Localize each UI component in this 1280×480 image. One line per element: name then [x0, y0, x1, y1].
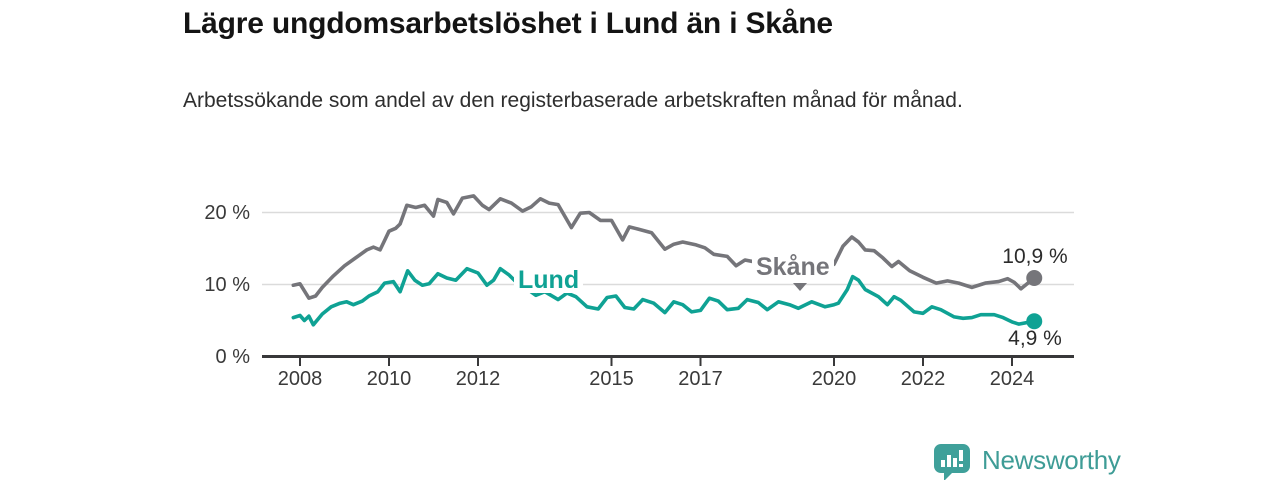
- y-tick-label-10: 10 %: [204, 273, 250, 296]
- x-tick-label-2022: 2022: [900, 368, 946, 390]
- skane-label-pointer-icon: [793, 283, 807, 291]
- newsworthy-wordmark: Newsworthy: [982, 445, 1121, 475]
- y-tick-label-20: 20 %: [204, 201, 250, 224]
- newsworthy-branding: Newsworthy: [932, 443, 1121, 480]
- series-label-lund: Lund: [514, 267, 584, 293]
- x-tick-label-2010: 2010: [366, 368, 412, 390]
- end-value-label-lund: 4,9 %: [1008, 327, 1062, 350]
- skne-end-dot: [1026, 270, 1043, 287]
- y-tick-label-0: 0 %: [215, 345, 250, 368]
- newsworthy-logo-icon: [934, 444, 970, 480]
- lund-line: [291, 266, 1037, 327]
- x-tick-label-2012: 2012: [455, 368, 501, 390]
- x-tick-label-2020: 2020: [811, 368, 857, 390]
- page-title: Lägre ungdomsarbetslöshet i Lund än i Sk…: [183, 7, 833, 40]
- x-tick-label-2017: 2017: [678, 368, 723, 390]
- series-label-skane: Skåne: [752, 254, 834, 280]
- chart-subtitle: Arbetssökande som andel av den registerb…: [183, 89, 963, 112]
- end-value-label-skane: 10,9 %: [1002, 245, 1068, 268]
- x-tick-label-2008: 2008: [277, 368, 323, 390]
- lund-end-dot: [1026, 313, 1043, 330]
- skne-line: [291, 194, 1037, 301]
- x-tick-label-2024: 2024: [989, 368, 1035, 390]
- x-tick-label-2015: 2015: [589, 368, 634, 390]
